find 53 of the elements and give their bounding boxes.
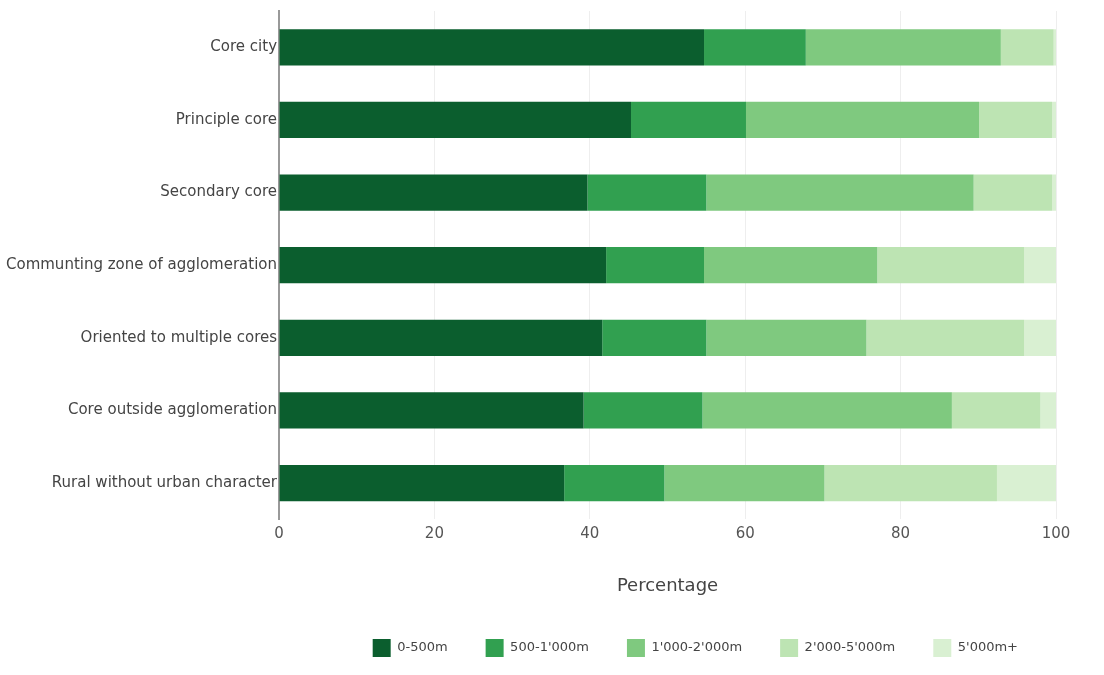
bar [1000,29,1054,66]
bar [805,29,1001,66]
bar [1024,319,1056,356]
x-tick-label: 80 [891,524,911,543]
bar [951,392,1041,429]
legend-label: 2'000-5'000m [804,639,896,655]
bar [702,392,952,429]
bar [602,319,707,356]
bar [704,29,806,66]
bar [979,101,1053,139]
legend-label: 500-1'000m [510,639,589,655]
bar [706,174,974,211]
bar [1024,247,1056,284]
legend-label: 0-500m [397,639,448,655]
x-tick-label: 20 [424,524,444,543]
y-tick-label: Oriented to multiple cores [80,327,278,346]
bar [664,464,825,502]
x-tick-label: 0 [274,524,284,543]
y-tick-label: Core city [210,37,278,56]
bar [704,247,878,284]
bar [279,174,588,211]
bar [1040,392,1056,429]
bar [606,247,705,284]
bar [279,464,565,502]
bar [1052,174,1056,211]
x-tick-label: 60 [735,524,755,543]
bar [973,174,1053,211]
y-tick-label: Principle core [175,109,278,128]
bar [279,319,603,356]
y-tick-label: Secondary core [160,182,278,201]
y-tick-label: Rural without urban character [51,472,278,491]
bar [279,247,607,284]
bar [583,392,703,429]
bar [279,392,584,429]
x-axis-title: Percentage [616,573,719,595]
bar [824,464,997,502]
y-tick-label: Core outside agglomeration [67,400,278,419]
bar [587,174,707,211]
bar [564,464,665,502]
bar [631,101,746,139]
legend-label: 5'000m+ [957,639,1018,655]
legend-label: 1'000-2'000m [651,639,743,655]
bar [279,29,705,66]
bar [877,247,1025,284]
bar [279,101,631,139]
x-tick-label: 100 [1041,524,1071,543]
bar [1052,101,1056,139]
y-tick-label: Communting zone of agglomeration [5,255,278,274]
bar [745,101,980,139]
bar [996,464,1056,502]
bar [866,319,1025,356]
x-tick-label: 40 [580,524,600,543]
bar [706,319,867,356]
